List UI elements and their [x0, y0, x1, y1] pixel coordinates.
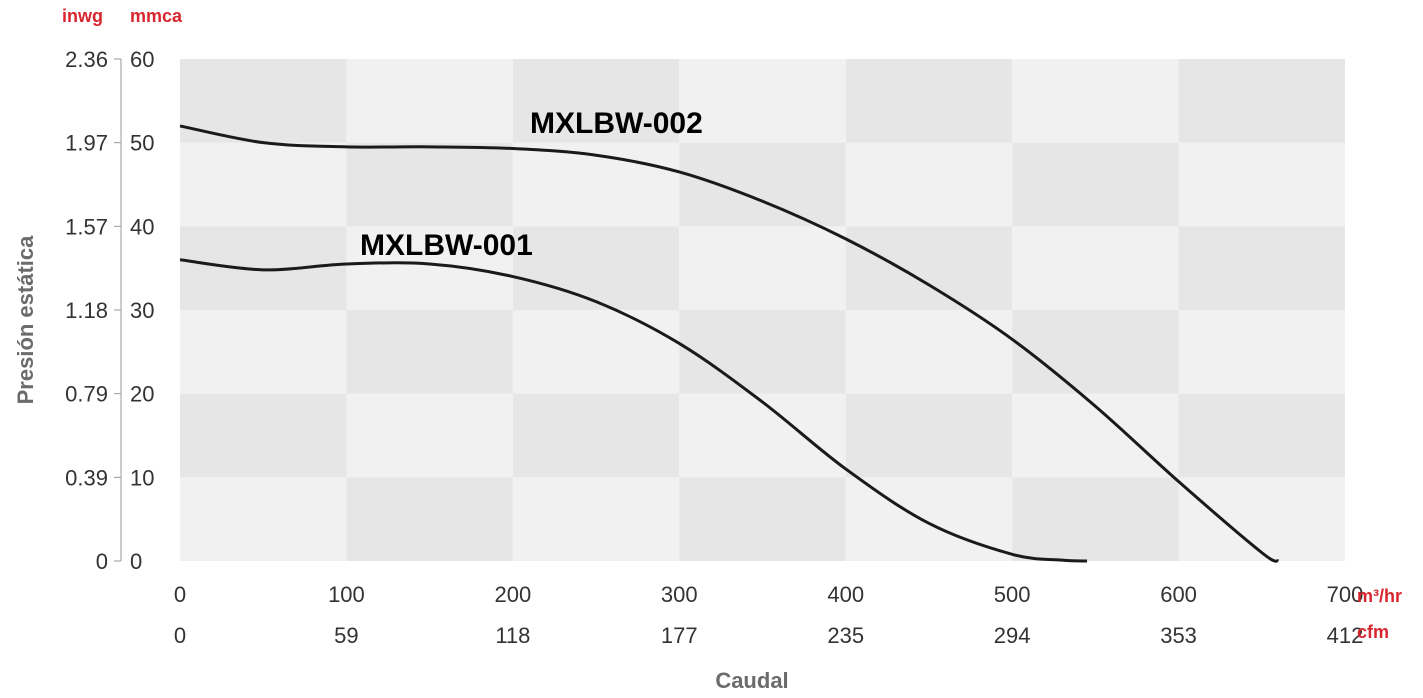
x-tick-label-m3hr: 200: [494, 582, 531, 607]
grid-cell: [1012, 142, 1179, 227]
x-tick-label-m3hr: 100: [328, 582, 365, 607]
x-tick-label-cfm: 177: [661, 623, 698, 648]
grid-cell: [346, 226, 513, 310]
grid-cell: [679, 59, 846, 143]
grid-cell: [1178, 226, 1345, 310]
y-unit-inwg: inwg: [62, 6, 103, 26]
grid-cell: [1178, 59, 1345, 143]
grid-cell: [180, 393, 347, 478]
grid-cell: [679, 393, 846, 478]
y-tick-label-inwg: 1.57: [65, 214, 108, 239]
y-tick-label-mmca: 20: [130, 382, 154, 407]
chart-curves: [179, 124, 1280, 563]
grid-cell: [1178, 310, 1345, 394]
y-tick-label-inwg: 1.18: [65, 298, 108, 323]
grid-cell: [512, 393, 680, 478]
grid-cell: [1012, 226, 1179, 310]
grid-cell: [1178, 142, 1345, 227]
x-tick-label-m3hr: 300: [661, 582, 698, 607]
grid-cell: [512, 226, 680, 310]
grid-cell: [346, 477, 513, 561]
y-tick-label-inwg: 0: [96, 549, 108, 574]
grid-cell: [679, 226, 846, 310]
y-tick-label-mmca: 30: [130, 298, 154, 323]
y-unit-mmca: mmca: [130, 6, 183, 26]
x-tick-label-m3hr: 500: [994, 582, 1031, 607]
grid-cell: [1012, 310, 1179, 394]
y-tick-label-mmca: 60: [130, 47, 154, 72]
y-tick-label-mmca: 40: [130, 214, 154, 239]
grid-cell: [1012, 477, 1179, 561]
grid-cell: [1178, 393, 1345, 478]
y-tick-label-inwg: 0.39: [65, 465, 108, 490]
grid-cell: [679, 477, 846, 561]
x-tick-label-cfm: 294: [994, 623, 1031, 648]
grid-cell: [180, 59, 347, 143]
x-unit-m3hr: m³/hr: [1357, 586, 1402, 606]
y-tick-label-mmca: 0: [130, 549, 142, 574]
grid-cell: [346, 59, 513, 143]
x-tick-label-cfm: 59: [334, 623, 358, 648]
grid-cell: [180, 310, 347, 394]
y-tick-labels: 0 0 0.39 10 0.79 20 1.18 30 1.57 40 1.97 50 2.36 60: [65, 47, 154, 574]
grid-cell: [845, 310, 1013, 394]
grid-cell: [512, 59, 680, 143]
series-line-mxlbw-002: [179, 124, 1280, 563]
grid-cell: [346, 393, 513, 478]
grid-cell: [1178, 477, 1345, 561]
grid-cell: [679, 310, 846, 394]
series-label-mxlbw-002: MXLBW-002: [530, 107, 703, 140]
grid-cell: [679, 142, 846, 227]
grid-cell: [512, 477, 680, 561]
grid-cell: [845, 226, 1013, 310]
y-tick-label-inwg: 0.79: [65, 382, 108, 407]
grid-cell: [180, 477, 347, 561]
grid-cell: [1012, 59, 1179, 143]
y-tick-label-mmca: 50: [130, 131, 154, 156]
x-axis-title: Caudal: [715, 668, 788, 693]
x-unit-cfm: cfm: [1357, 622, 1389, 642]
series-label-mxlbw-001: MXLBW-001: [360, 229, 533, 262]
y-axis-title: Presión estática: [13, 235, 38, 405]
grid-cell: [845, 477, 1013, 561]
x-tick-label-m3hr: 400: [827, 582, 864, 607]
grid-cell: [845, 142, 1013, 227]
grid-cell: [845, 59, 1013, 143]
x-tick-labels: 0 0 100 59 200 118 300 177 400 235 500 294 600 353 700…: [174, 582, 1363, 648]
y-tick-label-inwg: 2.36: [65, 47, 108, 72]
x-tick-label-cfm: 118: [495, 623, 530, 648]
grid-cell: [512, 310, 680, 394]
x-tick-label-cfm: 353: [1160, 623, 1197, 648]
x-tick-label-cfm: 235: [827, 623, 864, 648]
grid-cell: [180, 226, 347, 310]
y-tick-label-inwg: 1.97: [65, 131, 108, 156]
x-tick-label-m3hr: 0: [174, 582, 186, 607]
x-tick-label-m3hr: 600: [1160, 582, 1197, 607]
grid-cell: [845, 393, 1013, 478]
grid-cell: [346, 310, 513, 394]
grid-cell: [180, 142, 347, 227]
x-tick-label-cfm: 0: [174, 623, 186, 648]
grid-cell: [346, 142, 513, 227]
x-tick-label-m3hr: 700: [1327, 582, 1364, 607]
x-tick-label-cfm: 412: [1327, 623, 1364, 648]
series-line-mxlbw-001: [179, 258, 1088, 563]
chart-background: [180, 59, 1345, 561]
y-tick-label-mmca: 10: [130, 465, 154, 490]
